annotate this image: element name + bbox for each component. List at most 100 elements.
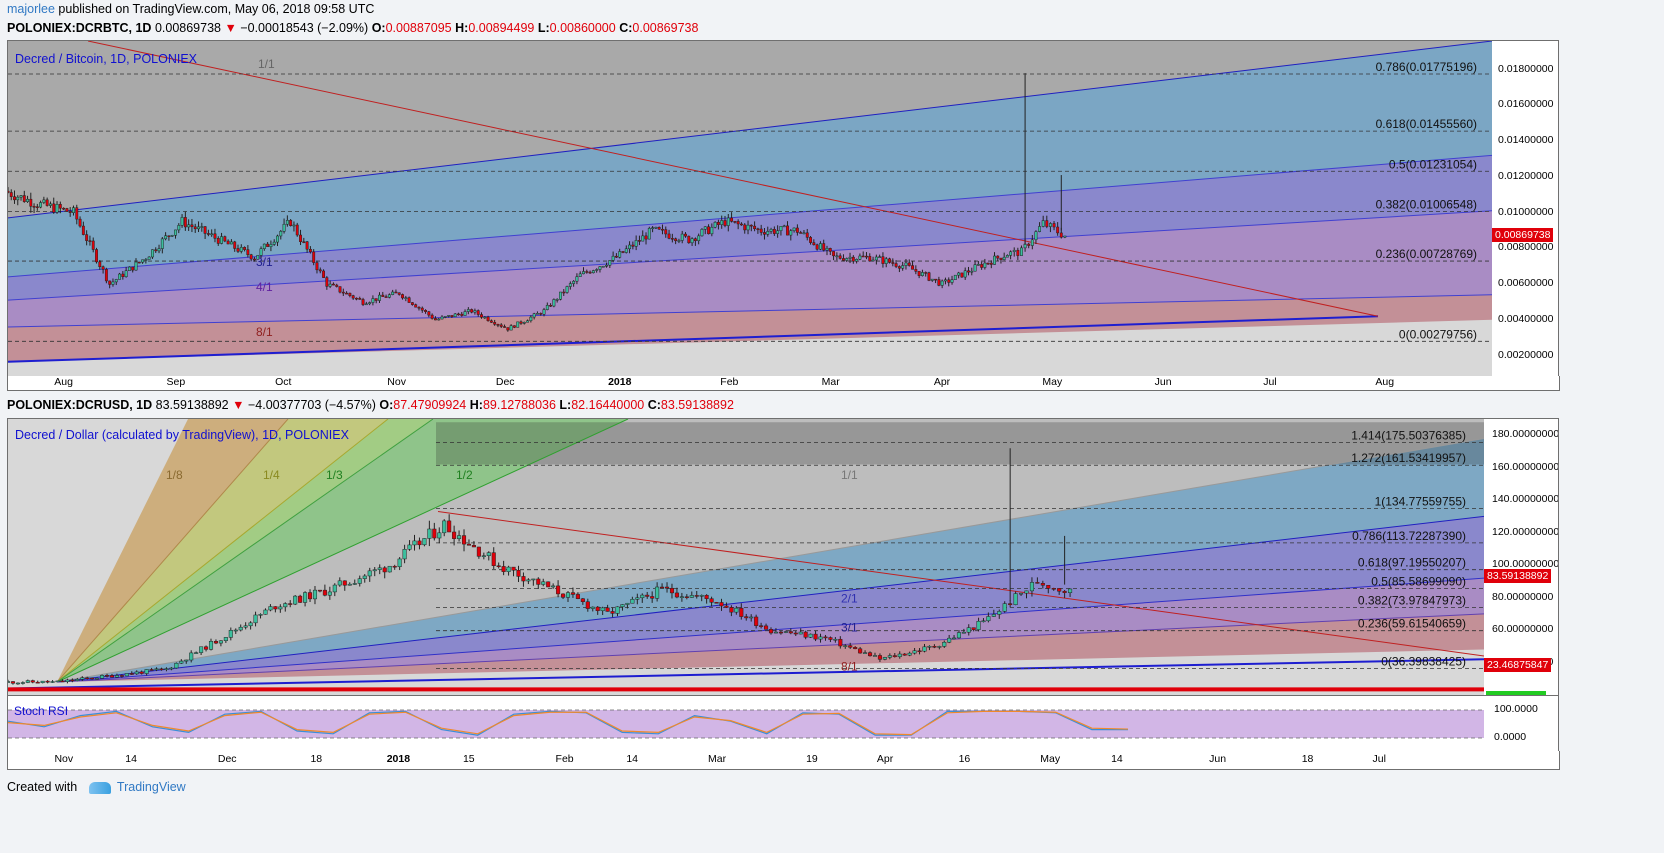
candle-body (669, 587, 675, 594)
bottom-y-tick: 60.00000000 (1492, 623, 1554, 636)
bottom-price-scale[interactable]: 180.00000000 160.00000000 140.00000000 120.… (1484, 418, 1559, 696)
candle-body (667, 233, 671, 239)
candle-body (687, 235, 691, 244)
candle-body (575, 594, 580, 599)
candle-body (789, 230, 793, 236)
candle-body (963, 270, 967, 278)
candle-body (30, 680, 35, 683)
candle-body (332, 584, 337, 593)
candle-body (481, 555, 486, 557)
bottom-y-tick: 120.00000000 (1492, 525, 1559, 538)
fan-zone-0 (8, 41, 1492, 277)
candle-body (917, 271, 921, 276)
candle-body (565, 592, 571, 598)
candle-body (892, 655, 897, 658)
candle-body (532, 313, 536, 318)
candle-body (999, 257, 1003, 260)
candle-body (759, 625, 764, 627)
candle-body (565, 286, 569, 293)
candle-body (638, 240, 641, 242)
candle-body (871, 259, 875, 262)
top-x-tick: Sep (166, 376, 186, 388)
candle-body (382, 567, 387, 573)
candle-body (1024, 590, 1029, 594)
candle-body (655, 586, 660, 599)
candle-body (539, 313, 543, 315)
top-price-scale[interactable]: 0.01800000 0.01600000 0.01400000 0.01200000… (1492, 40, 1559, 378)
candle-body (288, 603, 293, 605)
candle-body (216, 238, 220, 244)
candle-body (95, 249, 98, 263)
candle-body (950, 279, 954, 283)
top-x-tick: Oct (275, 376, 292, 388)
candle-body (932, 646, 937, 648)
candle-body (129, 673, 134, 675)
candle-body (243, 625, 248, 628)
candle-body (199, 646, 204, 653)
bottom-close: 83.59138892 (660, 398, 734, 412)
candle-body (729, 607, 734, 613)
candle-body (744, 616, 749, 619)
top-y-tick: 0.00200000 (1498, 348, 1554, 361)
candle-body (591, 270, 595, 274)
fib-label: 1.272(161.53419957) (1351, 451, 1466, 465)
bottom-x-tick: 15 (462, 753, 475, 765)
bottom-x-tick: 2018 (386, 753, 411, 765)
candle-body (516, 570, 521, 577)
candle-body (674, 238, 678, 242)
candle-body (95, 678, 100, 680)
candle-body (610, 611, 615, 614)
candle-body (1019, 592, 1024, 595)
candle-body (424, 310, 428, 312)
candle-body (289, 220, 293, 226)
candle-body (867, 652, 873, 657)
candle-body (769, 229, 773, 232)
candle-body (884, 258, 888, 264)
bottom-x-tick: Dec (217, 753, 237, 765)
candle-body (325, 277, 329, 287)
candle-body (345, 292, 349, 295)
candle-body (151, 249, 154, 258)
candle-body (865, 255, 868, 258)
stoch-scale[interactable]: 100.0000 0.0000 (1484, 695, 1559, 753)
candle-body (213, 641, 218, 644)
candle-body (779, 226, 783, 231)
candle-body (644, 235, 648, 240)
candle-body (697, 235, 701, 242)
bottom-time-axis[interactable]: Nov 14 Dec 18 2018 15 Feb 14 Mar 19 Apr 16 May 14 Jun 1… (7, 751, 1560, 770)
candle-body (882, 657, 887, 660)
fib-label: 0(0.00279756) (1399, 327, 1477, 341)
candle-body (601, 265, 605, 268)
candle-body (276, 235, 279, 243)
stoch-pane[interactable]: Stoch RSI (7, 695, 1485, 753)
candle-body (582, 271, 585, 275)
candle-body (872, 655, 878, 657)
candle-body (590, 606, 595, 609)
top-time-axis[interactable]: Aug Sep Oct Nov Dec 2018 Feb Mar Apr May Jun Jul Aug (7, 376, 1560, 391)
top-chart-pane[interactable]: 0.786(0.01775196) 0.618(0.01455560) 0.5(0.… (7, 40, 1493, 378)
candle-body (493, 322, 497, 325)
fan-line (56, 613, 1484, 683)
candle-body (803, 631, 808, 638)
author-link[interactable]: majorlee (7, 2, 55, 16)
candle-body (1041, 220, 1045, 227)
candle-body (392, 565, 397, 568)
candle-body (674, 592, 679, 598)
candle-body (720, 220, 724, 225)
stoch-band (8, 710, 1484, 738)
candle-body (561, 593, 566, 598)
candle-body (119, 675, 124, 677)
candle-body (118, 273, 121, 280)
candle-body (258, 614, 263, 616)
candle-body (476, 546, 481, 557)
candle-body (922, 646, 927, 652)
candle-body (397, 292, 401, 295)
candle-body (285, 220, 289, 225)
candle-body (194, 652, 199, 654)
candle-body (268, 606, 273, 611)
tradingview-link[interactable]: TradingView (116, 780, 186, 794)
candle-body (262, 243, 266, 249)
bottom-chart-pane[interactable]: 1.414(175.50376385) 1.272(161.53419957) 1(… (7, 418, 1485, 696)
candle-body (1009, 251, 1013, 256)
candle-body (1048, 223, 1052, 227)
